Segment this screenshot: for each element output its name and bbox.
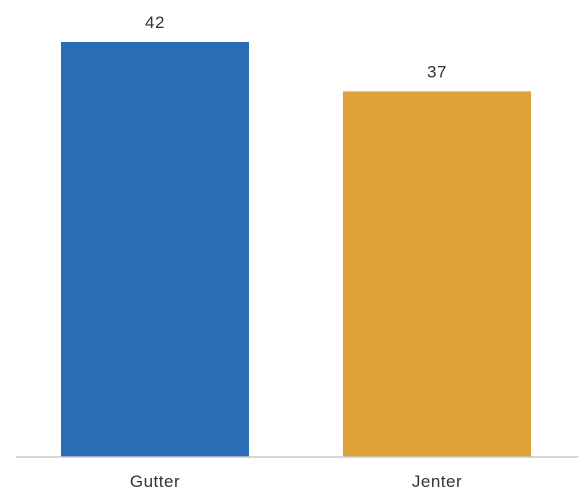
value-label-jenter: 37: [427, 62, 447, 81]
category-label-gutter: Gutter: [130, 472, 180, 491]
value-labels-group: 42 37: [145, 13, 447, 81]
bar-gutter: [61, 42, 249, 457]
bar-jenter: [343, 91, 531, 458]
category-label-jenter: Jenter: [412, 472, 462, 491]
value-label-gutter: 42: [145, 13, 165, 32]
bars-group: [61, 42, 531, 458]
category-labels-group: Gutter Jenter: [130, 472, 462, 491]
